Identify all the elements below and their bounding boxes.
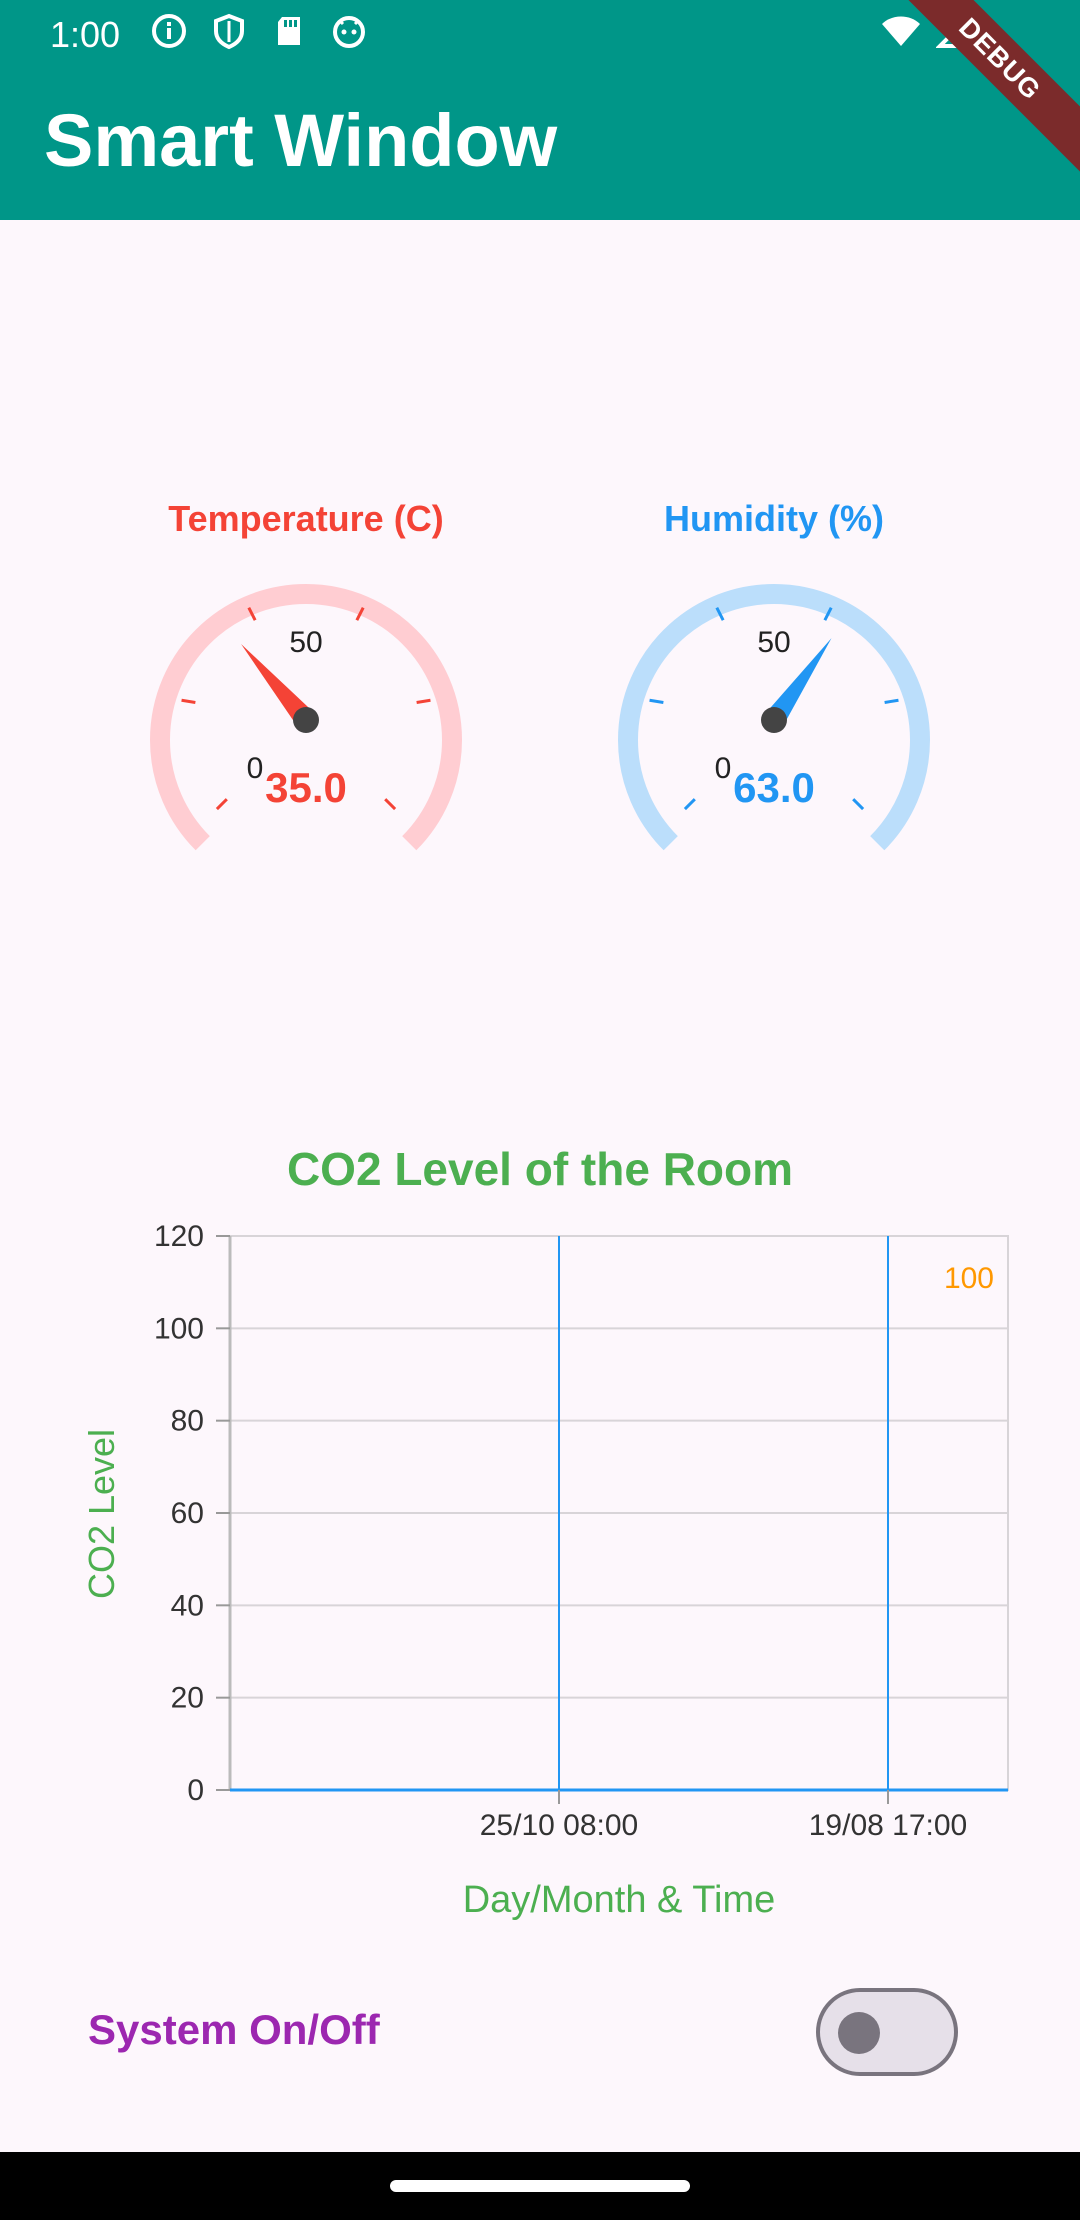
chart-y-tick-label: 60 [171, 1497, 204, 1530]
gauge-tick [416, 698, 431, 704]
gauge-mid-label: 50 [289, 626, 322, 659]
chart-y-tick-label: 0 [187, 1774, 204, 1807]
temperature-gauge-title: Temperature (C) [168, 498, 444, 539]
shield-icon [210, 12, 248, 50]
gauge-ticks [649, 607, 899, 811]
gauge-mid-label: 50 [757, 626, 790, 659]
system-toggle-label: System On/Off [88, 2006, 380, 2053]
status-time: 1:00 [50, 14, 121, 55]
co2-chart: 0 20 40 60 80 100 120 25/10 08:00 19/08 17:00 1… [81, 1220, 1009, 1921]
gauge-tick [181, 698, 196, 704]
gauge-track [618, 584, 930, 851]
gauge-min-label: 0 [247, 752, 264, 785]
gauge-tick [683, 798, 696, 811]
humidity-gauge-title: Humidity (%) [664, 498, 884, 539]
temperature-gauge: 50 0 35.0 [150, 584, 462, 851]
home-gesture-handle[interactable] [390, 2180, 690, 2192]
sd-card-icon [270, 12, 308, 50]
chart-annotation: 100 [944, 1262, 994, 1295]
gauge-pivot [293, 707, 319, 733]
toggle-knob[interactable] [838, 2012, 880, 2054]
gauge-tick [823, 607, 833, 621]
chart-y-tick-label: 100 [154, 1312, 204, 1345]
gauge-tick [649, 698, 664, 704]
chart-y-tick-label: 80 [171, 1405, 204, 1438]
chart-y-tick-label: 120 [154, 1220, 204, 1253]
status-icons-left [150, 12, 368, 50]
gauge-ticks [181, 607, 431, 811]
gauge-needle [241, 643, 309, 721]
humidity-gauge: 50 0 63.0 [618, 584, 930, 851]
info-icon [150, 12, 188, 50]
chart-x-tick-label: 25/10 08:00 [480, 1809, 638, 1842]
android-icon [330, 12, 368, 50]
gauge-tick [247, 607, 257, 621]
chart-y-tick-label: 20 [171, 1682, 204, 1715]
gauge-value: 35.0 [265, 764, 347, 811]
gauge-tick [215, 798, 228, 811]
gauge-tick [852, 798, 865, 811]
wifi-icon [880, 12, 922, 55]
gauge-tick [384, 798, 397, 811]
chart-grid [228, 1235, 1009, 1792]
gauge-pivot [761, 707, 787, 733]
gauge-track [150, 584, 462, 851]
gauge-value: 63.0 [733, 764, 815, 811]
gauge-needle [770, 638, 832, 720]
chart-y-ticks: 0 20 40 60 80 100 120 [154, 1220, 230, 1807]
chart-x-axis-label: Day/Month & Time [463, 1879, 776, 1921]
chart-x-ticks: 25/10 08:00 19/08 17:00 [480, 1790, 967, 1842]
gauge-tick [355, 607, 365, 621]
chart-title: CO2 Level of the Room [286, 1143, 794, 1195]
system-toggle-switch[interactable] [816, 1988, 958, 2076]
gauge-tick [884, 698, 899, 704]
app-title: Smart Window [44, 99, 558, 182]
chart-y-axis-label: CO2 Level [81, 1429, 122, 1599]
chart-y-tick-label: 40 [171, 1589, 204, 1622]
chart-x-tick-label: 19/08 17:00 [809, 1809, 967, 1842]
gauge-min-label: 0 [715, 752, 732, 785]
gauge-tick [715, 607, 725, 621]
app-bar: 1:00 Smart Window [0, 0, 1080, 220]
navigation-bar [0, 2152, 1080, 2220]
